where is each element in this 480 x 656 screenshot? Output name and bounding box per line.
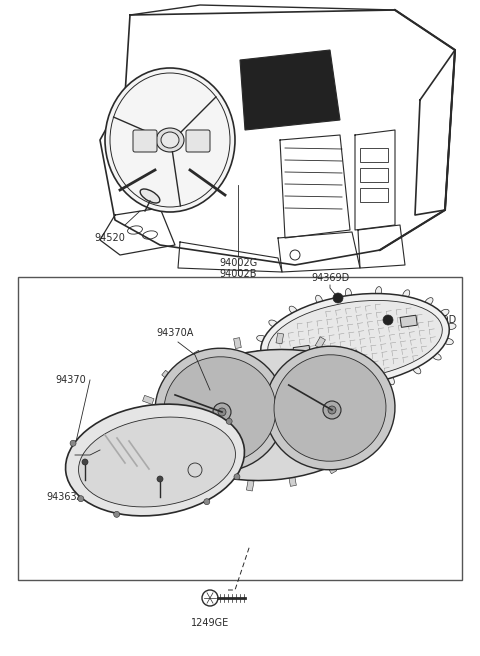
Text: 94369D: 94369D — [418, 315, 456, 325]
Text: 1249GE: 1249GE — [191, 618, 229, 628]
Ellipse shape — [261, 293, 449, 386]
Ellipse shape — [328, 384, 335, 394]
Ellipse shape — [444, 338, 453, 344]
Bar — [147, 445, 158, 454]
Bar — [138, 422, 148, 428]
Ellipse shape — [254, 350, 264, 357]
Bar — [357, 443, 368, 454]
Ellipse shape — [432, 353, 441, 360]
Circle shape — [218, 408, 226, 416]
Circle shape — [328, 406, 336, 414]
Bar — [382, 396, 392, 401]
Ellipse shape — [375, 287, 382, 297]
Ellipse shape — [164, 357, 276, 463]
Text: 94363A: 94363A — [136, 505, 174, 515]
Bar — [204, 476, 215, 487]
Text: 94363A: 94363A — [47, 492, 84, 502]
Bar — [293, 345, 311, 358]
Circle shape — [333, 293, 343, 303]
Ellipse shape — [156, 128, 184, 152]
Bar — [234, 338, 241, 348]
Bar — [348, 350, 360, 361]
Text: 94520: 94520 — [95, 233, 125, 243]
Circle shape — [70, 440, 76, 446]
Ellipse shape — [403, 290, 410, 299]
Bar — [376, 420, 387, 428]
FancyBboxPatch shape — [133, 130, 157, 152]
Ellipse shape — [346, 289, 351, 298]
Ellipse shape — [257, 335, 266, 342]
Ellipse shape — [156, 350, 384, 481]
Bar — [372, 370, 383, 379]
FancyBboxPatch shape — [186, 130, 210, 152]
Ellipse shape — [274, 355, 386, 461]
Ellipse shape — [440, 309, 449, 316]
Circle shape — [383, 315, 393, 325]
Text: 94370A: 94370A — [156, 328, 194, 338]
Circle shape — [226, 419, 232, 424]
Ellipse shape — [289, 306, 297, 314]
Circle shape — [234, 474, 240, 480]
Ellipse shape — [268, 300, 442, 380]
Circle shape — [157, 476, 163, 482]
Bar — [162, 370, 173, 381]
Bar — [360, 188, 388, 202]
Bar — [400, 316, 417, 327]
Bar — [143, 396, 154, 404]
Ellipse shape — [413, 365, 421, 374]
Ellipse shape — [265, 346, 395, 470]
Bar — [360, 148, 388, 162]
Circle shape — [82, 459, 88, 465]
Bar — [315, 337, 325, 348]
Text: 94369D: 94369D — [311, 273, 349, 283]
Bar — [276, 333, 284, 344]
Ellipse shape — [316, 295, 323, 304]
Circle shape — [204, 499, 210, 504]
Ellipse shape — [261, 363, 270, 371]
Ellipse shape — [105, 68, 235, 212]
Ellipse shape — [79, 417, 236, 507]
Bar — [326, 462, 336, 474]
Ellipse shape — [300, 381, 307, 390]
Ellipse shape — [425, 298, 433, 306]
Ellipse shape — [359, 382, 365, 392]
Bar — [246, 480, 254, 491]
Circle shape — [78, 496, 84, 502]
Polygon shape — [240, 50, 340, 130]
Ellipse shape — [155, 348, 285, 472]
Ellipse shape — [140, 189, 160, 203]
Circle shape — [114, 512, 120, 518]
Text: 94370: 94370 — [55, 375, 86, 385]
Bar — [288, 476, 296, 486]
Text: 94002B: 94002B — [219, 269, 257, 279]
Circle shape — [213, 403, 231, 421]
Text: 94002G: 94002G — [219, 258, 257, 268]
Ellipse shape — [387, 375, 395, 385]
Ellipse shape — [161, 132, 179, 148]
Ellipse shape — [269, 320, 278, 327]
Ellipse shape — [66, 404, 244, 516]
Circle shape — [323, 401, 341, 419]
Bar — [193, 350, 204, 362]
Ellipse shape — [277, 374, 285, 382]
Bar — [360, 168, 388, 182]
Ellipse shape — [446, 323, 456, 329]
Bar — [170, 463, 181, 474]
Bar — [18, 277, 462, 580]
